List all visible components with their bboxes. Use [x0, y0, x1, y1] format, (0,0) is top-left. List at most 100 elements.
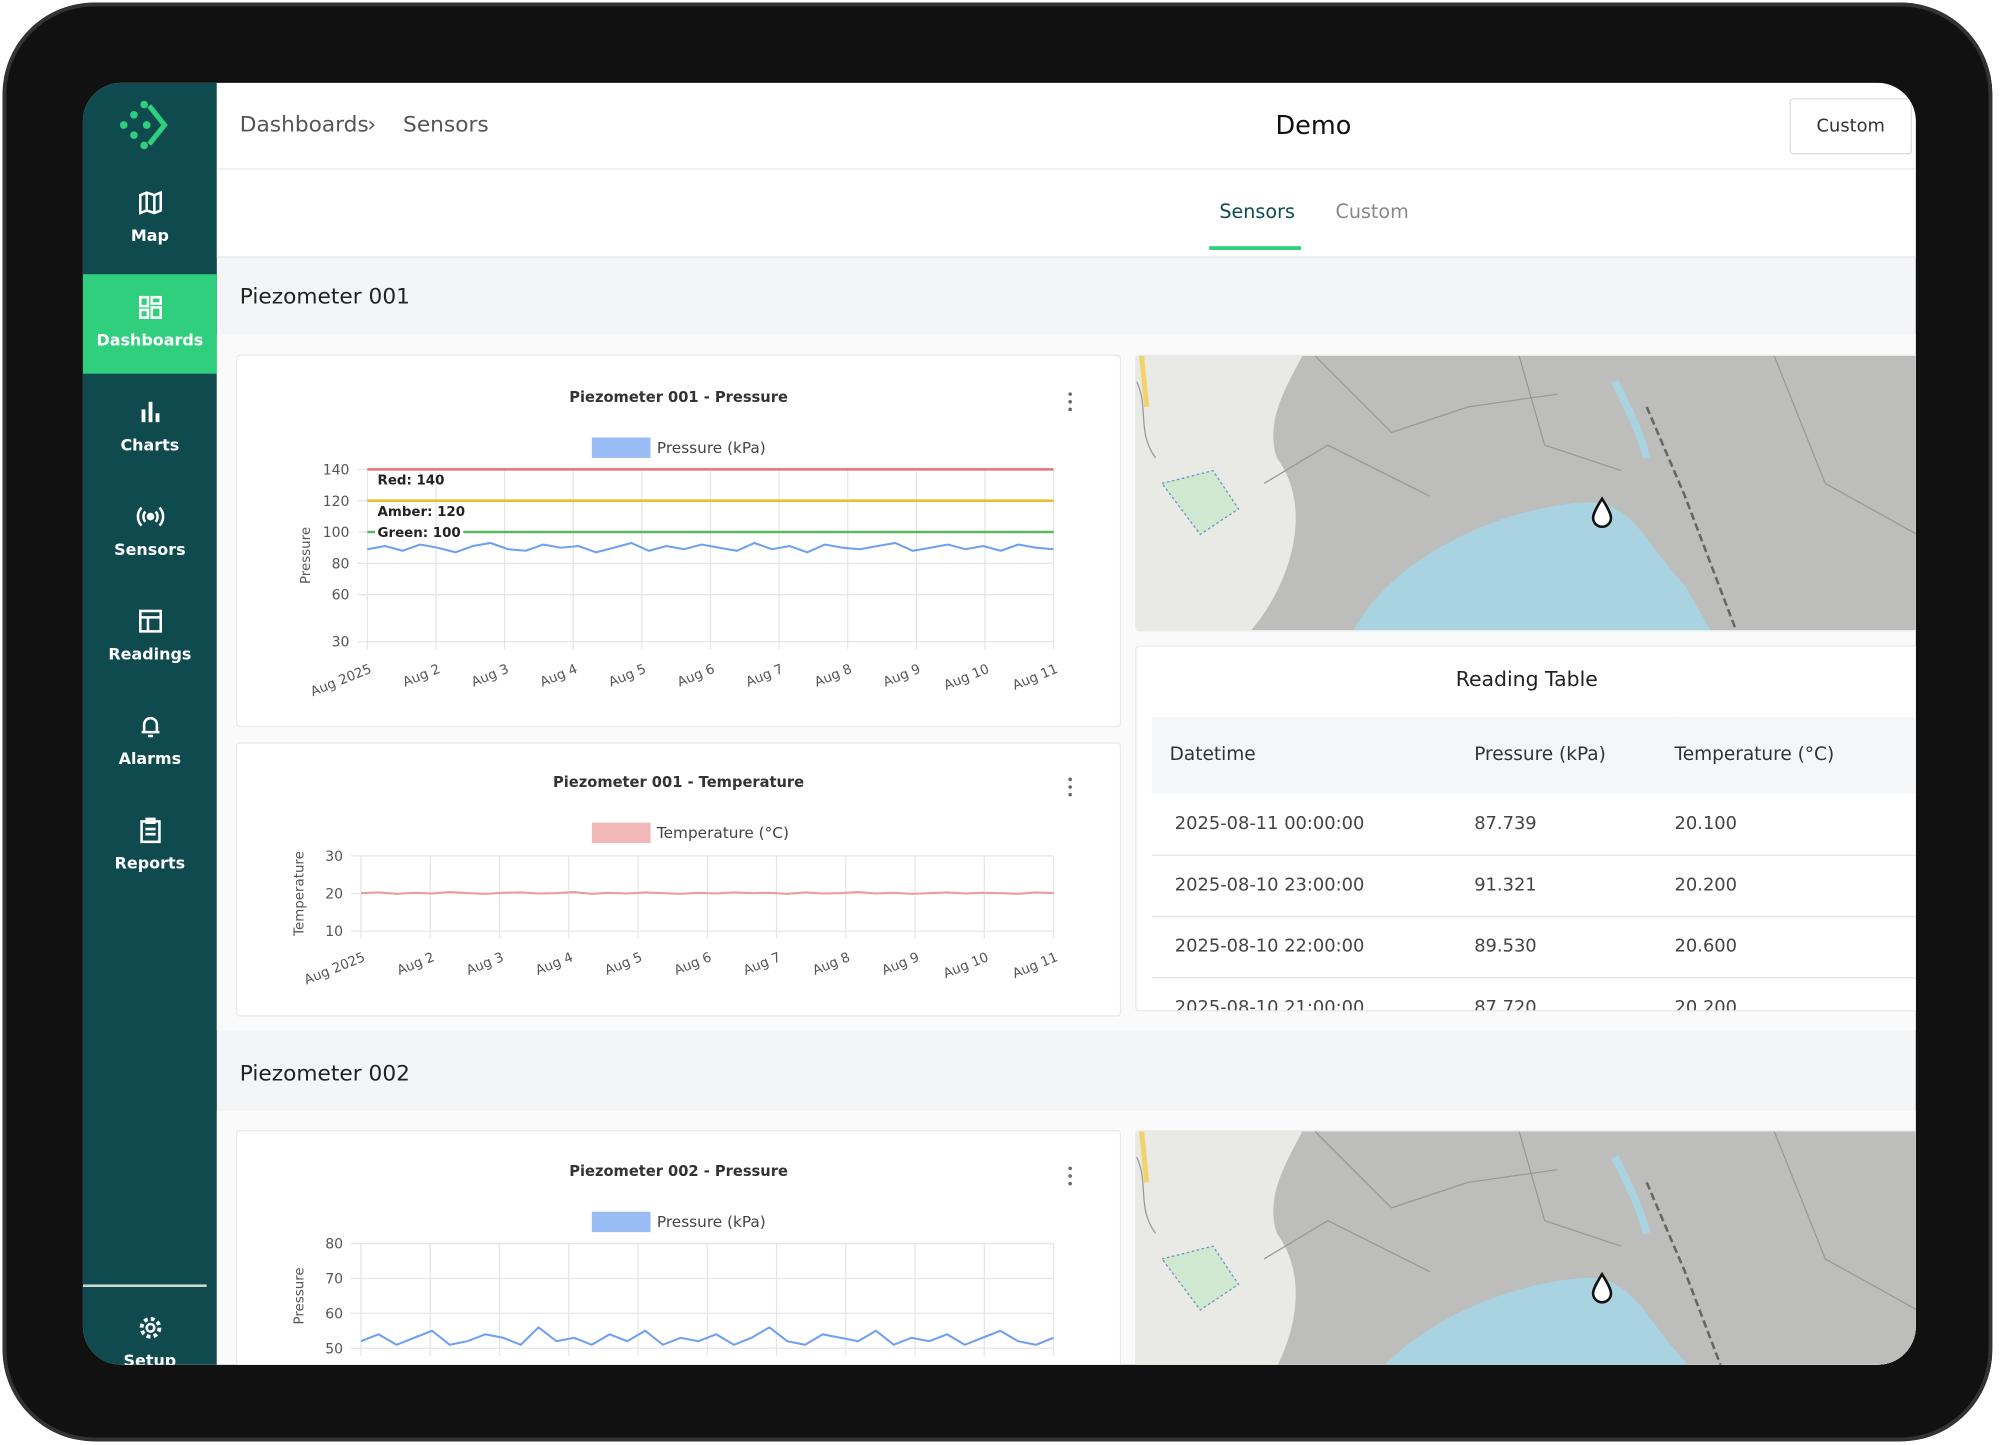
- map-shape: [1611, 379, 1651, 459]
- nav-label: Map: [130, 225, 169, 245]
- chart-card: Piezometer 001 - Pressure Pressure (kPa) P…: [235, 354, 1122, 728]
- column-header[interactable]: Pressure (kPa): [1474, 744, 1606, 766]
- y-axis-label: Temperature: [293, 851, 308, 937]
- divider: [82, 1284, 207, 1287]
- table-row: 2025-08-10 22:00:00 89.530 20.600: [1151, 916, 1916, 978]
- nav-icon: [138, 609, 162, 633]
- x-tick-label: Aug 2: [395, 950, 437, 978]
- legend-label: Pressure (kPa): [657, 439, 766, 457]
- y-tick-label: 80: [325, 1237, 343, 1253]
- x-tick-label: Aug 3: [470, 662, 512, 690]
- table-row: 2025-08-10 23:00:00 91.321 20.200: [1151, 855, 1916, 916]
- x-tick-label: Aug 10: [941, 950, 991, 982]
- y-tick-label: 30: [332, 635, 350, 651]
- x-tick-label: Aug 2025: [302, 950, 367, 988]
- map-shape: [1273, 1131, 1916, 1365]
- table-cell: 91.321: [1474, 874, 1537, 896]
- table-cell: 2025-08-10 22:00:00: [1174, 936, 1365, 957]
- label-bg: [374, 526, 464, 542]
- tab-underline: [1209, 246, 1302, 250]
- x-tick-label: Aug 2025: [309, 662, 374, 700]
- y-tick-label: 60: [325, 1306, 343, 1322]
- y-tick-label: 10: [325, 924, 343, 940]
- nav-label: Charts: [120, 434, 180, 455]
- y-tick-label: 50: [325, 1341, 343, 1357]
- map-shape: [1139, 1131, 1150, 1183]
- x-tick-label: Aug 7: [744, 662, 786, 690]
- nav-item[interactable]: Sensors: [83, 483, 217, 582]
- y-tick-label: 140: [323, 462, 350, 478]
- nav-item[interactable]: Map: [83, 170, 217, 269]
- header: Dashboards › Sensors Demo Custom: [216, 82, 1916, 170]
- map-shape: [1136, 355, 1916, 535]
- gear-icon: [139, 1316, 161, 1339]
- series-line: [367, 541, 1054, 554]
- table-cell: 20.600: [1674, 936, 1738, 957]
- column-header[interactable]: Temperature (°C): [1674, 744, 1835, 766]
- map-shape: [1136, 1131, 1916, 1310]
- x-tick-label: Aug 11: [1011, 950, 1061, 982]
- x-tick-label: Aug 3: [464, 950, 506, 978]
- table-cell: 87.739: [1474, 813, 1537, 834]
- chart-title: Piezometer 001 - Temperature: [553, 774, 804, 791]
- map-shape: [1160, 469, 1240, 536]
- table-cell: 2025-08-10 21:00:00: [1174, 997, 1365, 1012]
- x-tick-label: Aug 2: [401, 662, 443, 690]
- column-header[interactable]: Datetime: [1169, 744, 1256, 766]
- reading-table-card: Reading Table Datetime Pressure (kPa) Temp…: [1135, 645, 1916, 1012]
- nav-icon: [138, 295, 162, 319]
- sidebar: Map Dashboards Charts Sensors Readings Alarms…: [82, 82, 217, 1365]
- nav-item[interactable]: Charts: [83, 379, 217, 478]
- map-shape: [1591, 496, 1613, 529]
- series-line: [360, 890, 1054, 895]
- breadcrumb[interactable]: Dashboards: [239, 112, 369, 138]
- threshold-label: Green: 100: [378, 526, 461, 541]
- nav-label: Sensors: [114, 539, 186, 559]
- page-title: Demo: [1275, 109, 1352, 141]
- nav-item[interactable]: Alarms: [83, 693, 217, 792]
- kebab-menu: [1068, 1166, 1072, 1186]
- logo: [119, 100, 168, 150]
- map-shape: [1591, 1271, 1613, 1304]
- legend-swatch: [591, 437, 651, 458]
- x-tick-label: Aug 9: [880, 950, 922, 978]
- nav-label: Readings: [108, 644, 192, 664]
- nav-item[interactable]: Dashboards: [82, 274, 217, 374]
- map[interactable]: [1135, 1130, 1916, 1365]
- threshold-label: Amber: 120: [378, 505, 465, 520]
- nav-item[interactable]: Readings: [83, 588, 217, 687]
- y-axis-label: Pressure: [299, 527, 314, 584]
- table-row: 2025-08-10 21:00:00 87.720 20.200: [1152, 977, 1916, 1012]
- map-shape: [1384, 1278, 1688, 1365]
- threshold-label: Red: 140: [378, 474, 445, 489]
- table-cell: 20.100: [1674, 813, 1738, 834]
- nav-icon: [138, 190, 162, 215]
- chart-card: Piezometer 002 - Pressure Pressure (kPa) P…: [235, 1130, 1122, 1365]
- map[interactable]: [1135, 354, 1916, 632]
- reading-table: Datetime Pressure (kPa) Temperature (°C) 20…: [1151, 716, 1916, 1012]
- map-shape: [1160, 1245, 1240, 1311]
- x-tick-label: Aug 7: [741, 950, 783, 978]
- legend-swatch: [591, 1211, 651, 1233]
- nav-icon: [136, 506, 164, 527]
- nav-setup[interactable]: Setup: [83, 1295, 217, 1365]
- tab[interactable]: Sensors: [1219, 200, 1295, 224]
- section-title: Piezometer 002: [239, 1061, 410, 1087]
- custom-button[interactable]: Custom: [1789, 98, 1912, 155]
- screen: Map Dashboards Charts Sensors Readings Alarms…: [82, 82, 1916, 1365]
- nav-label: Reports: [114, 853, 186, 873]
- tabs: Sensors Custom: [216, 169, 1916, 258]
- table-cell: 20.200: [1674, 874, 1738, 896]
- x-tick-label: Aug 6: [675, 662, 717, 690]
- map-shape: [1645, 406, 1738, 631]
- table-cell: 89.530: [1474, 936, 1537, 957]
- nav-item[interactable]: Reports: [83, 797, 217, 896]
- tab[interactable]: Custom: [1335, 200, 1409, 224]
- table-cell: 87.720: [1474, 997, 1537, 1012]
- x-tick-label: Aug 5: [607, 662, 649, 690]
- x-tick-label: Aug 10: [942, 662, 992, 694]
- nav-icon: [140, 401, 159, 423]
- table-cell: 20.200: [1674, 997, 1738, 1012]
- breadcrumb-sep: ›: [367, 112, 377, 138]
